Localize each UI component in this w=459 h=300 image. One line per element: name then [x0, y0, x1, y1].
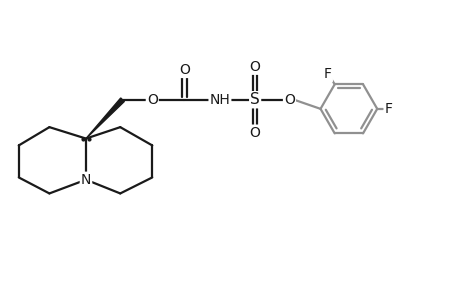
Polygon shape — [86, 98, 124, 139]
Text: F: F — [384, 102, 392, 116]
Text: N: N — [81, 173, 91, 187]
Text: F: F — [323, 67, 331, 81]
Text: O: O — [283, 93, 294, 107]
Text: O: O — [249, 60, 260, 74]
Text: O: O — [249, 126, 260, 140]
Text: S: S — [250, 92, 259, 107]
Text: O: O — [179, 63, 189, 77]
Text: O: O — [146, 93, 157, 107]
Text: NH: NH — [209, 93, 230, 107]
